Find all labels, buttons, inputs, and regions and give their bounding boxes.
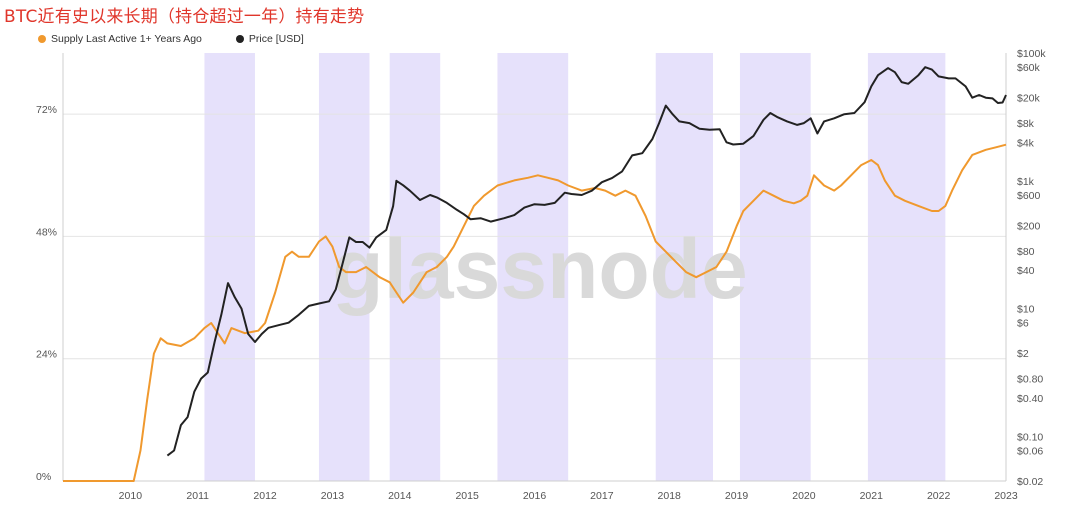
y-right-tick-label-14: $0.40 xyxy=(1017,393,1043,405)
legend-label-supply: Supply Last Active 1+ Years Ago xyxy=(51,33,202,45)
y-right-tick-label-1: $60k xyxy=(1017,62,1041,74)
y-right-tick-label-6: $600 xyxy=(1017,190,1041,202)
shaded-period-5 xyxy=(739,53,811,481)
price-line xyxy=(166,66,1007,457)
y-right-tick-label-5: $1k xyxy=(1017,176,1035,188)
x-tick-label-2019: 2019 xyxy=(725,490,749,502)
shaded-period-4 xyxy=(655,53,713,481)
y-right-tick-label-15: $0.10 xyxy=(1017,431,1043,443)
y-left-tick-label-3: 72% xyxy=(36,104,57,116)
y-left-tick-label-1: 24% xyxy=(36,349,57,361)
series-lines xyxy=(63,66,1007,482)
axes: 0% 24% 48% 72% $100k $60k $20k $8k $4k $1k $600 $20… xyxy=(36,48,1046,502)
x-tick-label-2020: 2020 xyxy=(792,490,816,502)
x-tick-label-2011: 2011 xyxy=(186,490,209,502)
y-left-tick-label-2: 48% xyxy=(36,226,57,238)
legend-label-price: Price [USD] xyxy=(248,33,304,45)
x-tick-label-2023: 2023 xyxy=(994,490,1018,502)
x-tick-label-2014: 2014 xyxy=(388,490,412,502)
y-right-tick-label-9: $40 xyxy=(1017,265,1035,277)
watermark: glassnode xyxy=(332,222,747,316)
y-left-tick-label-0: 0% xyxy=(36,471,51,483)
shaded-period-1 xyxy=(318,53,370,481)
x-tick-label-2013: 2013 xyxy=(321,490,345,502)
legend-item-supply[interactable]: Supply Last Active 1+ Years Ago xyxy=(38,33,202,45)
y-right-tick-label-17: $0.02 xyxy=(1017,476,1043,488)
legend: Supply Last Active 1+ Years Ago Price [U… xyxy=(38,33,304,45)
x-tick-label-2022: 2022 xyxy=(927,490,951,502)
x-tick-label-2010: 2010 xyxy=(119,490,143,502)
y-right-tick-label-7: $200 xyxy=(1017,220,1041,232)
x-tick-label-2021: 2021 xyxy=(860,490,884,502)
shaded-period-2 xyxy=(389,53,441,481)
y-right-tick-label-13: $0.80 xyxy=(1017,374,1043,386)
shaded-period-6 xyxy=(867,53,946,481)
legend-swatch-price xyxy=(235,35,244,43)
y-right-tick-label-8: $80 xyxy=(1017,246,1035,258)
y-right-tick-label-11: $6 xyxy=(1017,318,1029,330)
supply-line xyxy=(63,143,1007,482)
x-tick-label-2018: 2018 xyxy=(658,490,682,502)
y-right-tick-label-16: $0.06 xyxy=(1017,446,1043,458)
legend-item-price[interactable]: Price [USD] xyxy=(235,33,304,45)
shaded-period-0 xyxy=(204,53,255,481)
shaded-period-3 xyxy=(497,53,569,481)
chart-title: BTC近有史以来长期（持仓超过一年）持有走势 xyxy=(4,7,365,27)
x-tick-label-2012: 2012 xyxy=(253,490,277,502)
x-tick-label-2016: 2016 xyxy=(523,490,547,502)
y-right-tick-label-2: $20k xyxy=(1017,93,1041,105)
x-tick-label-2017: 2017 xyxy=(590,490,614,502)
legend-swatch-supply xyxy=(38,35,46,43)
y-right-tick-label-12: $2 xyxy=(1017,348,1029,360)
y-right-tick-label-3: $8k xyxy=(1017,118,1035,130)
y-right-tick-label-4: $4k xyxy=(1017,137,1035,149)
x-tick-label-2015: 2015 xyxy=(455,490,479,502)
y-right-tick-label-10: $10 xyxy=(1017,304,1035,316)
y-right-tick-label-0: $100k xyxy=(1017,48,1046,60)
